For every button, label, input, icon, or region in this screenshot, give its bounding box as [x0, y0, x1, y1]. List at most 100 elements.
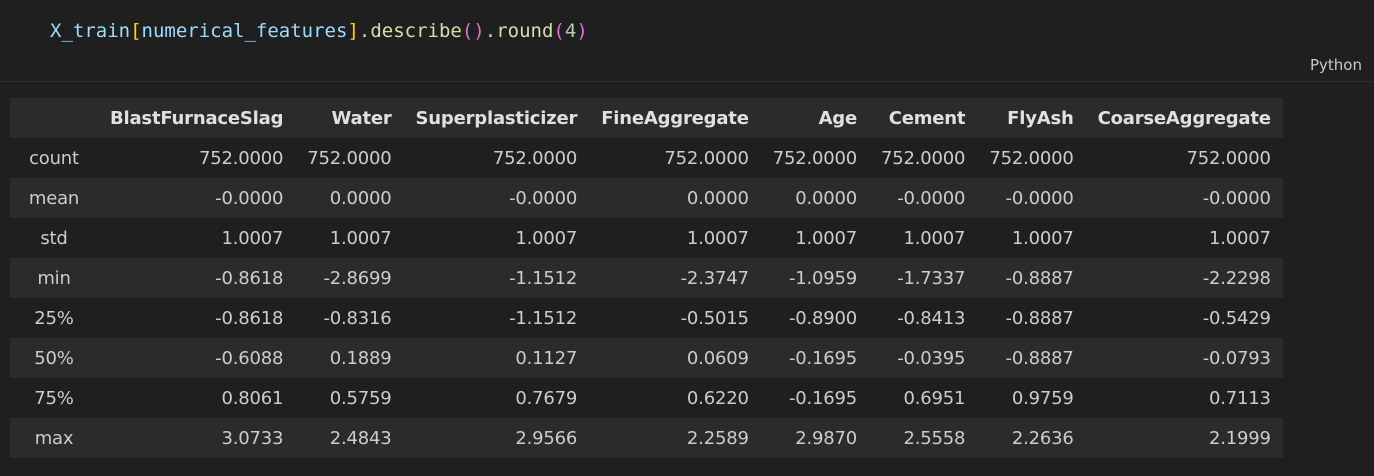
- table-row: 50% -0.6088 0.1889 0.1127 0.0609 -0.1695 -0.03…: [10, 338, 1283, 378]
- table-cell: -0.0000: [215, 187, 284, 209]
- table-cell: 0.6951: [903, 387, 966, 409]
- column-header: Water: [295, 98, 404, 138]
- table-cell: 752.0000: [664, 147, 749, 169]
- table-cell: 0.6220: [686, 387, 749, 409]
- table-cell: 2.9870: [795, 427, 858, 449]
- table-cell: -0.8316: [323, 307, 392, 329]
- code-token-number: 4: [564, 20, 577, 42]
- column-header: Age: [760, 98, 870, 138]
- row-label: 25%: [34, 307, 74, 329]
- table-cell: 752.0000: [492, 147, 578, 169]
- code-token-close-paren: ): [576, 20, 588, 42]
- table-cell: 0.0000: [686, 187, 749, 209]
- table-cell: -0.8413: [897, 307, 966, 329]
- code-token-method-round: round: [496, 20, 554, 42]
- table-cell: 1.0007: [686, 227, 749, 249]
- column-header: FineAggregate: [589, 98, 761, 138]
- row-label: mean: [28, 187, 80, 209]
- table-cell: 752.0000: [307, 147, 392, 169]
- table-row: std 1.0007 1.0007 1.0007 1.0007 1.0007 1.0007 1…: [10, 218, 1283, 258]
- table-cell: 752.0000: [772, 147, 858, 169]
- table-row: max 3.0733 2.4843 2.9566 2.2589 2.9870 2.5558 2…: [10, 418, 1283, 458]
- table-cell: 2.5558: [903, 427, 966, 449]
- table-cell: -0.8900: [788, 307, 858, 329]
- index-header: [10, 98, 98, 138]
- table-cell: 0.1889: [329, 347, 392, 369]
- table-cell: -2.3747: [680, 267, 749, 289]
- table-cell: 0.5759: [329, 387, 392, 409]
- row-label: std: [40, 227, 68, 249]
- table-cell: -0.0000: [897, 187, 966, 209]
- table-cell: 1.0007: [795, 227, 858, 249]
- table-cell: 0.0000: [329, 187, 392, 209]
- code-token-method-describe: describe: [370, 20, 462, 42]
- table-cell: 0.9759: [1011, 387, 1074, 409]
- table-cell: 1.0007: [903, 227, 966, 249]
- table-cell: 0.0609: [686, 347, 749, 369]
- table-cell: 1.0007: [1208, 227, 1271, 249]
- table-cell: -0.8887: [1005, 307, 1074, 329]
- column-header: BlastFurnaceSlag: [98, 98, 296, 138]
- row-label: 75%: [34, 387, 74, 409]
- table-row: 25% -0.8618 -0.8316 -1.1512 -0.5015 -0.8900 -0…: [10, 298, 1283, 338]
- column-header: Superplasticizer: [403, 98, 590, 138]
- table-cell: 2.2636: [1011, 427, 1074, 449]
- table-cell: -1.7337: [897, 267, 966, 289]
- table-cell: -0.8618: [215, 267, 284, 289]
- table-cell: 752.0000: [1186, 147, 1271, 169]
- table-cell: -0.5429: [1202, 307, 1271, 329]
- table-cell: 2.4843: [329, 427, 392, 449]
- table-header-row: BlastFurnaceSlag Water Superplasticizer Fin…: [10, 98, 1283, 138]
- row-label: count: [29, 147, 79, 169]
- cell-output: BlastFurnaceSlag Water Superplasticizer Fin…: [10, 98, 1283, 458]
- table-cell: -0.5015: [680, 307, 749, 329]
- table-cell: -0.0000: [1202, 187, 1271, 209]
- code-token-open-paren: (: [553, 20, 565, 42]
- table-cell: 1.0007: [329, 227, 392, 249]
- column-header: CoarseAggregate: [1085, 98, 1283, 138]
- table-cell: 1.0007: [515, 227, 578, 249]
- table-cell: 2.2589: [686, 427, 749, 449]
- table-cell: 752.0000: [989, 147, 1074, 169]
- row-label: 50%: [34, 347, 74, 369]
- code-token-close-bracket: ]: [347, 20, 359, 42]
- table-row: mean -0.0000 0.0000 -0.0000 0.0000 0.0000 -0.0…: [10, 178, 1283, 218]
- table-cell: 3.0733: [221, 427, 284, 449]
- table-row: 75% 0.8061 0.5759 0.7679 0.6220 -0.1695 0.6951…: [10, 378, 1283, 418]
- code-token-dot: .: [484, 20, 497, 42]
- table-cell: -0.0793: [1202, 347, 1271, 369]
- table-cell: -0.0000: [509, 187, 578, 209]
- table-cell: 0.7679: [515, 387, 578, 409]
- code-token-open-bracket: [: [130, 20, 142, 42]
- table-cell: -1.1512: [509, 267, 578, 289]
- code-token-variable: X_train: [50, 20, 131, 42]
- table-row: count 752.0000 752.0000 752.0000 752.0000 752…: [10, 138, 1283, 178]
- row-label: min: [37, 267, 71, 289]
- code-line[interactable]: X_train[numerical_features].describe().r…: [50, 18, 588, 44]
- table-cell: 1.0007: [221, 227, 284, 249]
- column-header: Cement: [869, 98, 978, 138]
- table-cell: -0.0395: [897, 347, 966, 369]
- table-cell: 0.8061: [221, 387, 284, 409]
- table-cell: -0.1695: [788, 387, 858, 409]
- code-token-parens: (): [461, 20, 485, 42]
- table-cell: 0.1127: [515, 347, 578, 369]
- table-cell: -2.8699: [323, 267, 392, 289]
- table-cell: -0.8887: [1005, 267, 1074, 289]
- table-cell: -0.0000: [1005, 187, 1074, 209]
- code-token-argument: numerical_features: [141, 20, 348, 42]
- table-cell: -1.0959: [788, 267, 858, 289]
- column-header: FlyAsh: [977, 98, 1086, 138]
- table-cell: -0.6088: [215, 347, 284, 369]
- code-cell[interactable]: X_train[numerical_features].describe().r…: [0, 0, 1374, 82]
- table-cell: -0.8618: [215, 307, 284, 329]
- table-body: count 752.0000 752.0000 752.0000 752.0000 752…: [10, 138, 1283, 458]
- table-cell: 752.0000: [198, 147, 284, 169]
- table-cell: 2.1999: [1208, 427, 1271, 449]
- table-cell: -1.1512: [509, 307, 578, 329]
- table-cell: 0.0000: [795, 187, 858, 209]
- table-cell: -0.8887: [1005, 347, 1074, 369]
- row-label: max: [34, 427, 74, 449]
- table-cell: 1.0007: [1011, 227, 1074, 249]
- cell-language-label[interactable]: Python: [1310, 56, 1362, 74]
